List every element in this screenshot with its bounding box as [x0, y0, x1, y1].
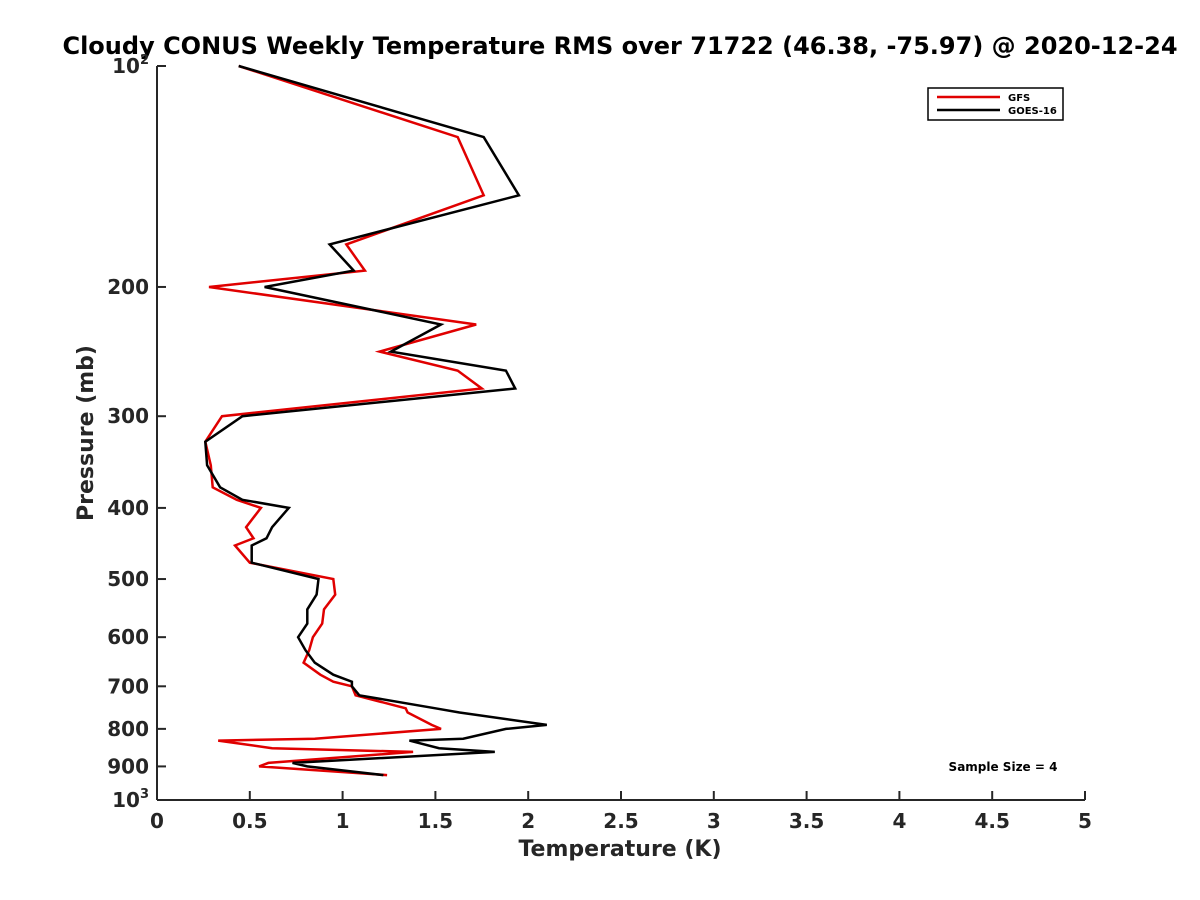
- y-tick-label: 600: [107, 625, 149, 649]
- y-ticks: 102 200 300 400 500 600 700 800 900 103: [107, 53, 166, 812]
- plot-lines: [203, 64, 547, 777]
- x-tick-label: 1: [336, 809, 350, 833]
- chart-title: Cloudy CONUS Weekly Temperature RMS over…: [62, 32, 1177, 60]
- x-tick-label: 5: [1078, 809, 1092, 833]
- y-tick-label: 200: [107, 275, 149, 299]
- x-tick-label: 0.5: [232, 809, 267, 833]
- x-tick-label: 3.5: [789, 809, 824, 833]
- y-tick-label: 103: [112, 787, 149, 812]
- x-ticks: 0 0.5 1 1.5 2 2.5 3 3.5 4 4.5 5: [150, 791, 1092, 833]
- y-tick-label: 300: [107, 404, 149, 428]
- legend: GFS GOES-16: [927, 87, 1064, 121]
- y-tick-label: 700: [107, 674, 149, 698]
- x-axis-label: Temperature (K): [518, 837, 721, 862]
- x-tick-label: 4: [892, 809, 906, 833]
- legend-label: GOES-16: [1008, 106, 1057, 117]
- y-tick-label: 900: [107, 754, 149, 778]
- legend-box: [927, 87, 1064, 121]
- legend-label: GFS: [1008, 93, 1030, 104]
- x-tick-label: 2: [521, 809, 535, 833]
- series-line-gfs: [203, 64, 486, 777]
- y-tick-label: 500: [107, 567, 149, 591]
- x-tick-label: 4.5: [974, 809, 1009, 833]
- y-axis-label: Pressure (mb): [74, 345, 99, 521]
- axes: [156, 66, 1085, 801]
- x-tick-label: 1.5: [418, 809, 453, 833]
- y-tick-label: 400: [107, 496, 149, 520]
- sample-size-annotation: Sample Size = 4: [949, 760, 1058, 774]
- series-line-goes-16: [203, 64, 547, 777]
- x-tick-label: 0: [150, 809, 164, 833]
- y-tick-label: 800: [107, 717, 149, 741]
- x-tick-label: 2.5: [603, 809, 638, 833]
- y-tick-label: 102: [112, 53, 149, 78]
- x-tick-label: 3: [707, 809, 721, 833]
